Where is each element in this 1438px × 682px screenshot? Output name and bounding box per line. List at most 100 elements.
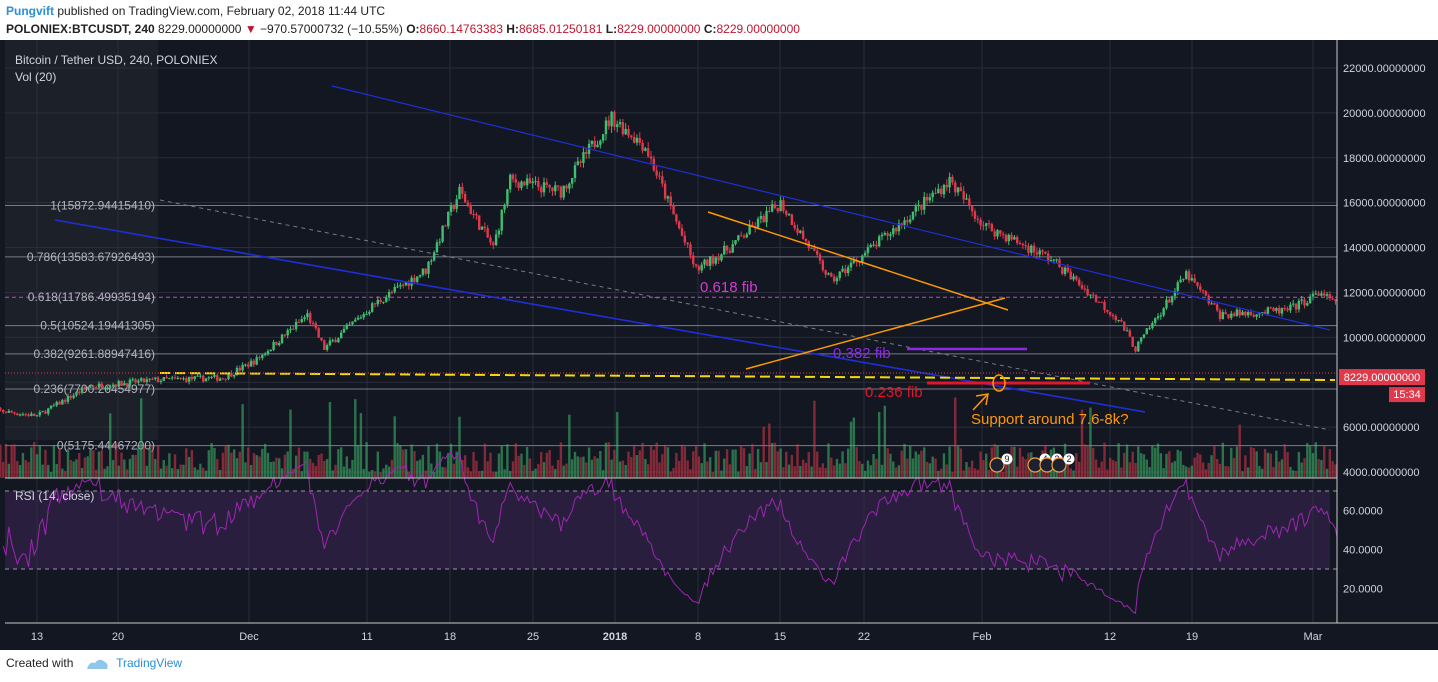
candle-body [675, 214, 678, 222]
candle-body [872, 244, 875, 246]
volume-bar [1066, 461, 1070, 478]
volume-bar [742, 448, 746, 478]
volume-bar [880, 464, 884, 478]
volume-bar [618, 461, 622, 478]
candle-body [117, 380, 120, 387]
volume-bar [559, 442, 563, 478]
time-tick-label: 18 [444, 631, 456, 643]
volume-bar [1114, 461, 1117, 478]
volume-bar [785, 451, 788, 478]
time-tick-label: 12 [1104, 631, 1116, 643]
volume-bar [621, 460, 625, 478]
volume-bar [649, 445, 653, 478]
candle-body [810, 247, 813, 249]
candle-body [387, 291, 391, 298]
candle-body [1032, 245, 1036, 253]
close-label: C: [703, 22, 717, 36]
tradingview-link[interactable]: TradingView [116, 656, 183, 670]
candle-body [900, 223, 903, 225]
volume-bar [739, 445, 743, 478]
candle-body [1258, 313, 1261, 315]
volume-bar [869, 465, 872, 478]
channel-lower-line [54, 219, 1146, 413]
candle-body [1193, 278, 1196, 283]
volume-bar [582, 456, 585, 478]
candle-body [723, 245, 726, 255]
volume-bar [678, 460, 681, 478]
candle-body [238, 367, 241, 371]
volume-bar [478, 471, 481, 478]
candle-body [604, 120, 608, 135]
volume-bar [444, 467, 447, 478]
candle-body [928, 197, 932, 201]
candle-body [193, 376, 196, 380]
volume-bar [303, 451, 306, 478]
volume-bar [714, 450, 718, 478]
volume-bar [249, 465, 253, 478]
candle-body [655, 170, 658, 176]
volume-bar [568, 414, 571, 478]
volume-bar [599, 451, 602, 478]
volume-bar [227, 444, 230, 478]
price-chart[interactable]: 1(15872.94415410) 0.786(13583.67926493) 0.… [0, 40, 1438, 650]
candle-body [1072, 276, 1075, 280]
volume-bar [821, 463, 825, 478]
volume-bar [410, 444, 413, 478]
volume-bar [1317, 458, 1320, 478]
triangle-lower-line [745, 297, 1006, 370]
volume-bar [872, 454, 875, 478]
candle-body [1108, 311, 1112, 315]
volume-bar [790, 455, 794, 478]
candle-body [1204, 291, 1208, 296]
volume-bar [1230, 447, 1233, 478]
candle-body [737, 235, 740, 241]
volume-bar [556, 459, 560, 478]
candle-body [1303, 299, 1306, 306]
volume-bar [604, 442, 608, 478]
volume-bar [269, 461, 272, 478]
volume-bar [939, 468, 943, 478]
candle-body [145, 379, 149, 382]
candle-body [1069, 271, 1072, 280]
volume-bar [427, 445, 430, 478]
candle-body [931, 192, 934, 198]
volume-bar [1266, 452, 1270, 478]
candle-body [469, 205, 472, 215]
candle-body [830, 273, 833, 277]
volume-bar [280, 468, 284, 478]
candle-body [976, 218, 979, 220]
volume-bar [1125, 444, 1129, 478]
volume-bar [610, 459, 613, 478]
volume-bar [1190, 465, 1194, 478]
event-badge [1051, 457, 1067, 473]
volume-bar [179, 464, 182, 478]
volume-bar [1328, 449, 1332, 478]
candle-body [1300, 299, 1303, 301]
volume-bar [145, 465, 149, 478]
volume-bar [311, 462, 315, 478]
candle-body [252, 360, 256, 365]
candle-body [125, 383, 129, 386]
author-name[interactable]: Pungvift [6, 4, 54, 18]
candle-body [624, 128, 627, 135]
candle-body [1044, 251, 1047, 254]
volume-bar [1024, 458, 1027, 478]
candle-body [461, 186, 464, 194]
volume-bar [1103, 442, 1106, 478]
volume-bar [120, 452, 123, 478]
candle-body [911, 211, 915, 220]
candle-body [672, 205, 675, 215]
candle-body [221, 378, 225, 380]
volume-bar [1308, 446, 1312, 478]
candle-body [942, 184, 946, 195]
candle-body [309, 313, 312, 323]
time-tick-label: Feb [973, 631, 992, 643]
volume-bar [889, 453, 892, 478]
candle-body [1049, 260, 1053, 262]
volume-bar [413, 451, 416, 478]
candle-body [1272, 307, 1275, 311]
volume-bar [596, 458, 599, 478]
volume-bar [951, 471, 954, 478]
candle-body [731, 244, 734, 253]
volume-bar [987, 470, 991, 478]
